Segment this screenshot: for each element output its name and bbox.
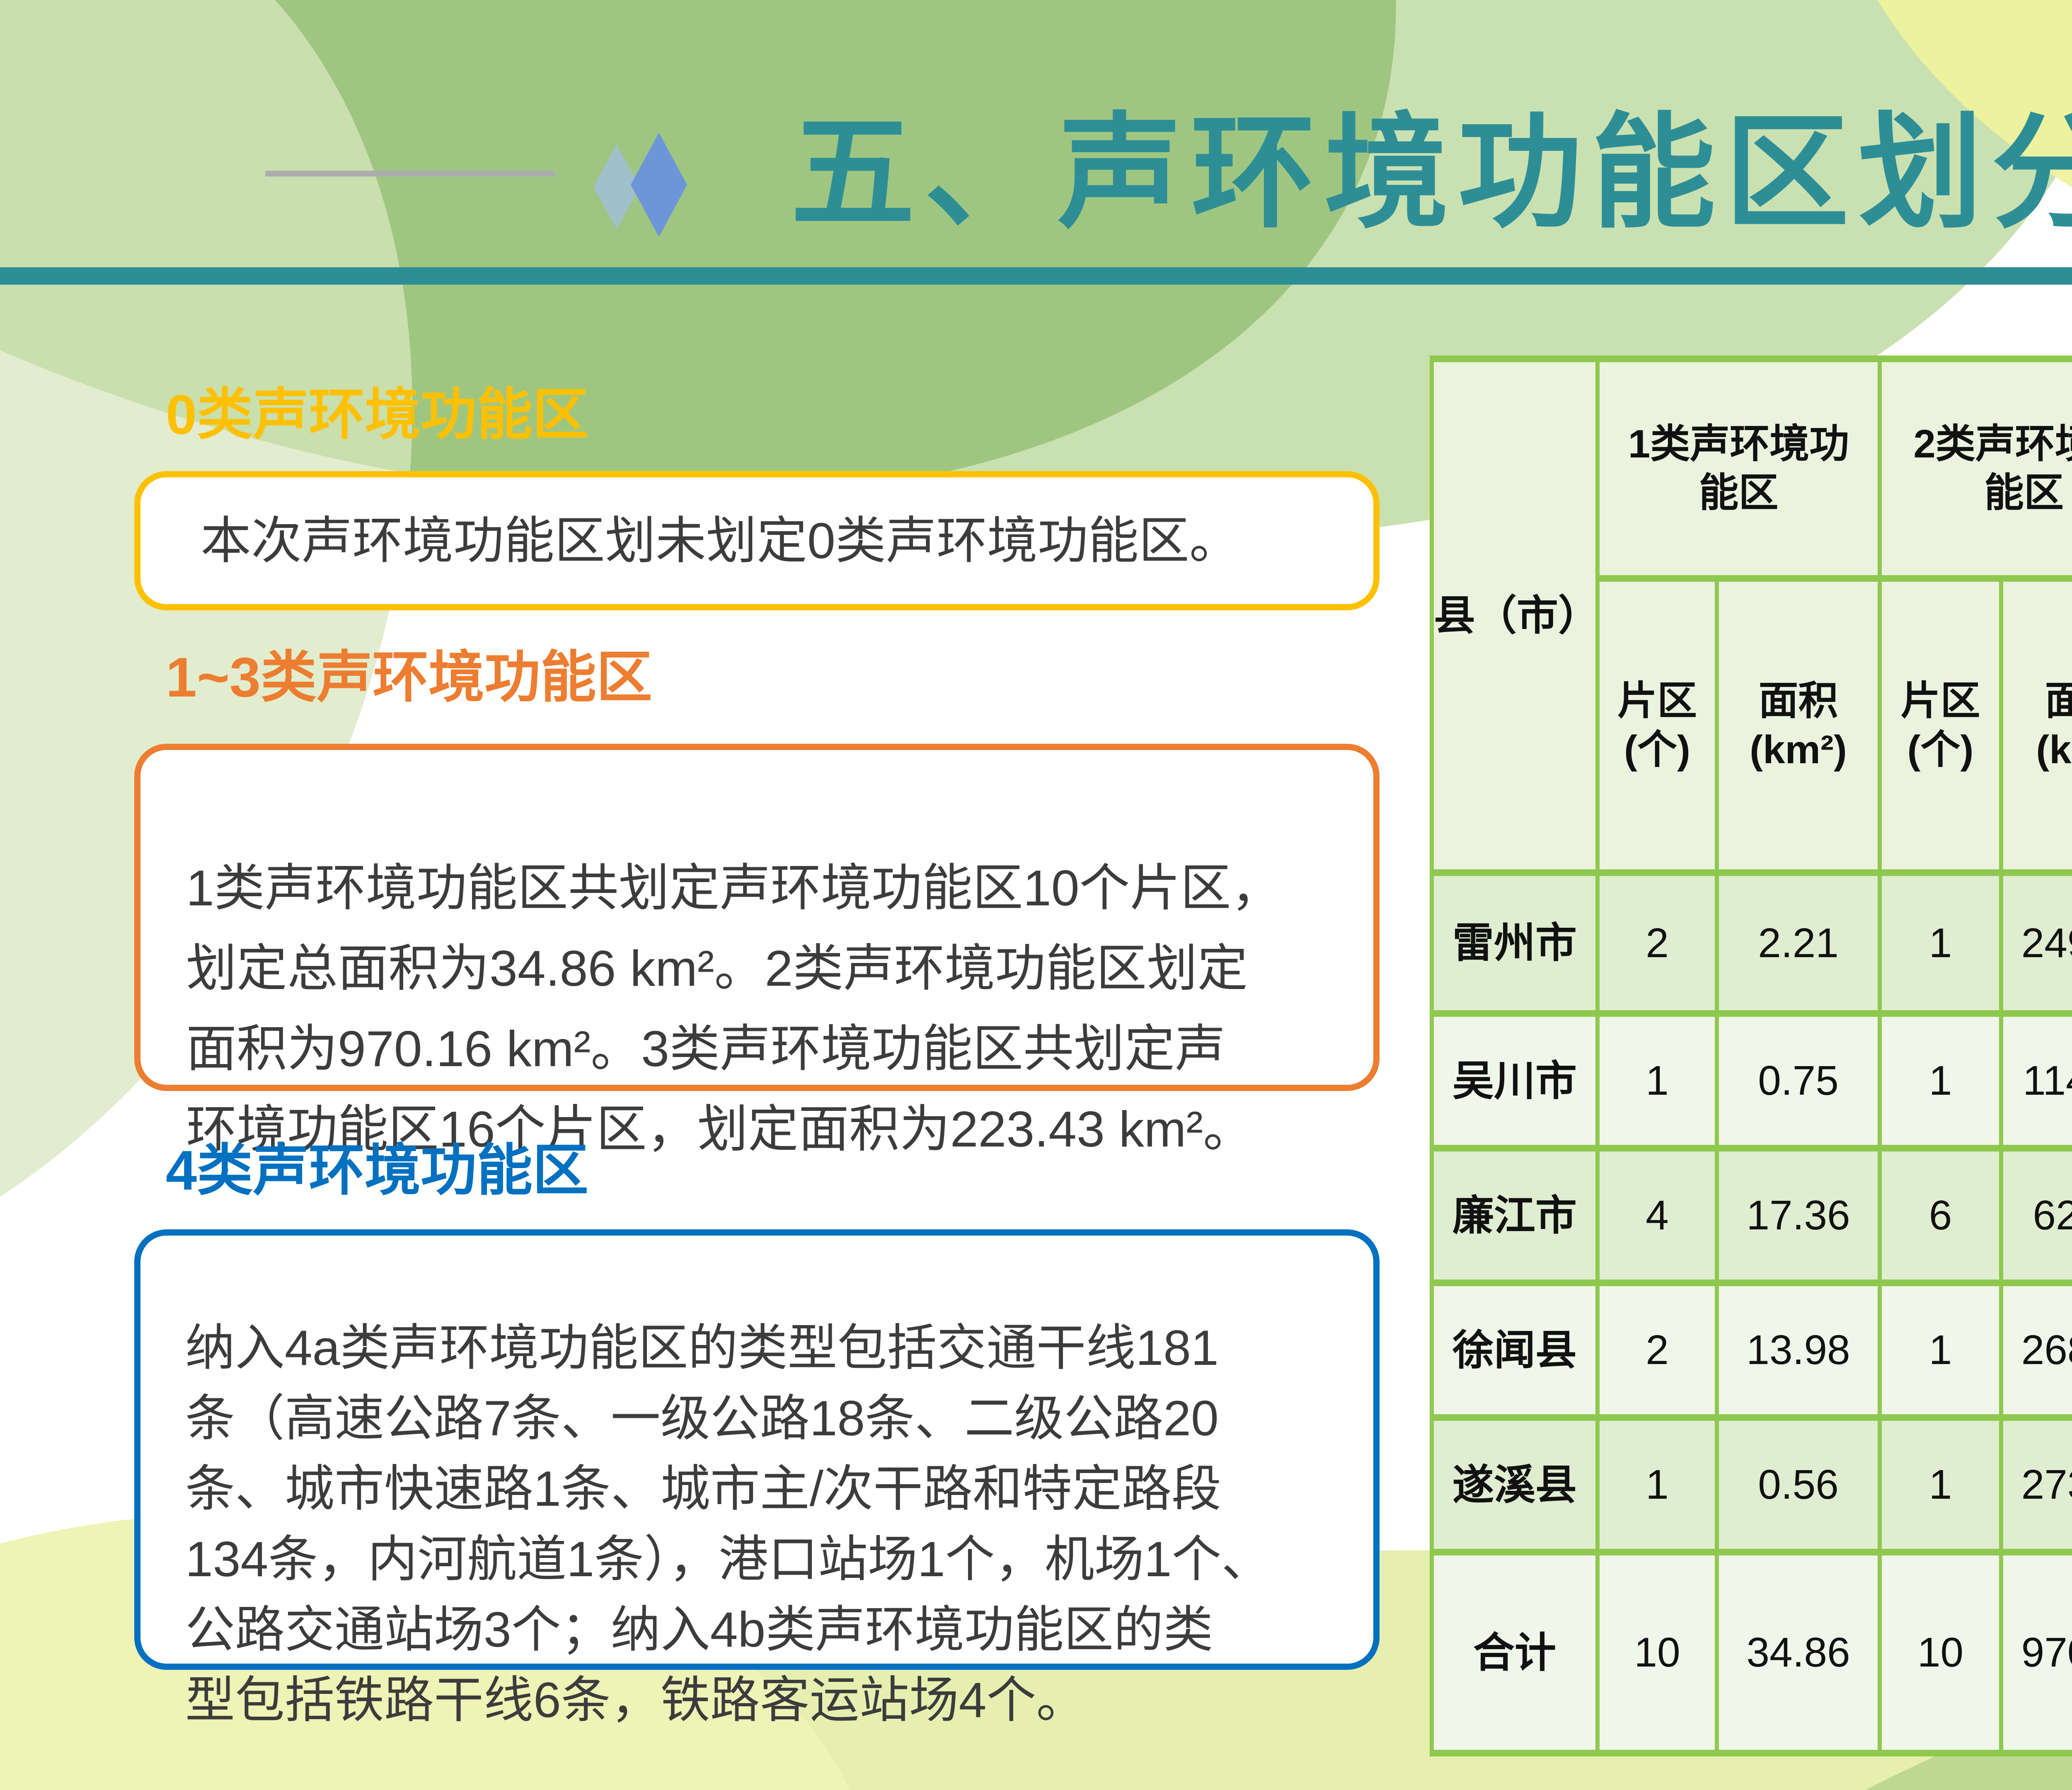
cell: 1 xyxy=(1595,1414,1719,1555)
section-class1-3-text: 1类声环境功能区共划定声环境功能区10个片区， 划定总面积为34.86 km²。… xyxy=(186,860,1282,1157)
row-label-total: 合计 xyxy=(1430,1549,1600,1756)
cell: 273.74 xyxy=(1999,1414,2072,1555)
cell: 2 xyxy=(1595,1280,1719,1421)
table-row-leizhou: 雷州市 2 2.21 1 249.68 1 195.21 29 / 1 1 44… xyxy=(1430,869,2072,1017)
col-header-district: 县（市） xyxy=(1430,356,1600,876)
section-class1-3-heading: 1~3类声环境功能区 xyxy=(166,646,652,709)
col-header-class2-zones: 片区 (个) xyxy=(1878,575,2004,876)
col-header-class2-area: 面积 (km²) xyxy=(1999,575,2072,876)
title-underline-left xyxy=(265,171,555,177)
row-label: 吴川市 xyxy=(1430,1010,1600,1151)
cell: 1 xyxy=(1878,1010,2004,1151)
cell: 1 xyxy=(1878,1280,2004,1421)
cell: 17.36 xyxy=(1714,1145,1882,1286)
cell: 10 xyxy=(1595,1549,1719,1756)
row-label: 雷州市 xyxy=(1430,869,1600,1017)
row-label: 廉江市 xyxy=(1430,1145,1600,1286)
section-class4-box: 纳入4a类声环境功能区的类型包括交通干线181 条（高速公路7条、一级公路18条… xyxy=(134,1229,1380,1728)
cell: 114.84 xyxy=(1999,1010,2072,1151)
diamond-accent-left-dark xyxy=(631,133,687,237)
cell: 13.98 xyxy=(1714,1280,1882,1421)
cell: 62.95 xyxy=(1999,1145,2072,1286)
cell: 970.16 xyxy=(1999,1549,2072,1756)
cell: 268.95 xyxy=(1999,1280,2072,1421)
cell: 2 xyxy=(1595,869,1719,1017)
cell: 0.75 xyxy=(1714,1010,1882,1151)
section-class4-heading: 4类声环境功能区 xyxy=(166,1139,589,1202)
col-header-class1-zones: 片区 (个) xyxy=(1595,575,1719,876)
section-class4-text: 纳入4a类声环境功能区的类型包括交通干线181 条（高速公路7条、一级公路18条… xyxy=(185,1320,1271,1728)
row-label: 遂溪县 xyxy=(1430,1414,1600,1555)
table-header-row-groups: 县（市） 1类声环境功 能区 2类声环境功 能区 3类声环境功 能区 4类声环境… xyxy=(1430,356,2072,876)
zone-division-table: 县（市） 1类声环境功 能区 2类声环境功 能区 3类声环境功 能区 4类声环境… xyxy=(1430,356,2072,1756)
col-header-class1-area: 面积 (km²) xyxy=(1714,575,1882,876)
table-row-xuwen: 徐闻县 2 13.98 1 268.95 3 13.62 36 2 1 1 29… xyxy=(1430,1280,2072,1421)
cell: 4 xyxy=(1595,1145,1719,1286)
cell: 34.86 xyxy=(1714,1549,1882,1756)
table-row-lianjiang: 廉江市 4 17.36 6 62.95 4 8.01 64 3 1 1 88.3… xyxy=(1430,1145,2072,1286)
title-divider-band xyxy=(0,267,2072,285)
cell: 0.56 xyxy=(1714,1414,1882,1555)
row-label: 徐闻县 xyxy=(1430,1280,1600,1421)
section-class0-text: 本次声环境功能区划未划定0类声环境功能区。 xyxy=(201,512,1240,569)
page-title: 五、声环境功能区划分结果 xyxy=(791,103,2072,242)
section-class1-3-box: 1类声环境功能区共划定声环境功能区10个片区， 划定总面积为34.86 km²。… xyxy=(134,744,1380,1157)
cell: 1 xyxy=(1595,1010,1719,1151)
table-header-row-units: 片区 (个) 面积 (km²) 片区 (个) 面积 (km²) 片区 (个) 面… xyxy=(1432,575,2072,876)
section-class0-heading: 0类声环境功能区 xyxy=(166,383,589,446)
table-row-total: 合计 10 34.86 10 970.16 16 223.43 181 5 6 … xyxy=(1430,1549,2072,1756)
col-group-class2: 2类声环境功 能区 xyxy=(1878,356,2072,582)
cell: 2.21 xyxy=(1714,869,1882,1017)
cell: 249.68 xyxy=(1999,869,2072,1017)
cell: 10 xyxy=(1878,1549,2004,1756)
table-row-suixi: 遂溪县 1 0.56 1 273.74 3 3.10 26 / 2 1 277.… xyxy=(1430,1414,2072,1555)
cell: 1 xyxy=(1878,1414,2004,1555)
col-group-class1: 1类声环境功 能区 xyxy=(1595,356,1882,582)
table-row-wuchuan: 吴川市 1 0.75 1 114.84 5 3.49 26 / 1 / 119.… xyxy=(1430,1010,2072,1151)
cell: 1 xyxy=(1878,869,2004,1017)
cell: 6 xyxy=(1878,1145,2004,1286)
section-class0-box: 本次声环境功能区划未划定0类声环境功能区。 xyxy=(134,471,1380,610)
